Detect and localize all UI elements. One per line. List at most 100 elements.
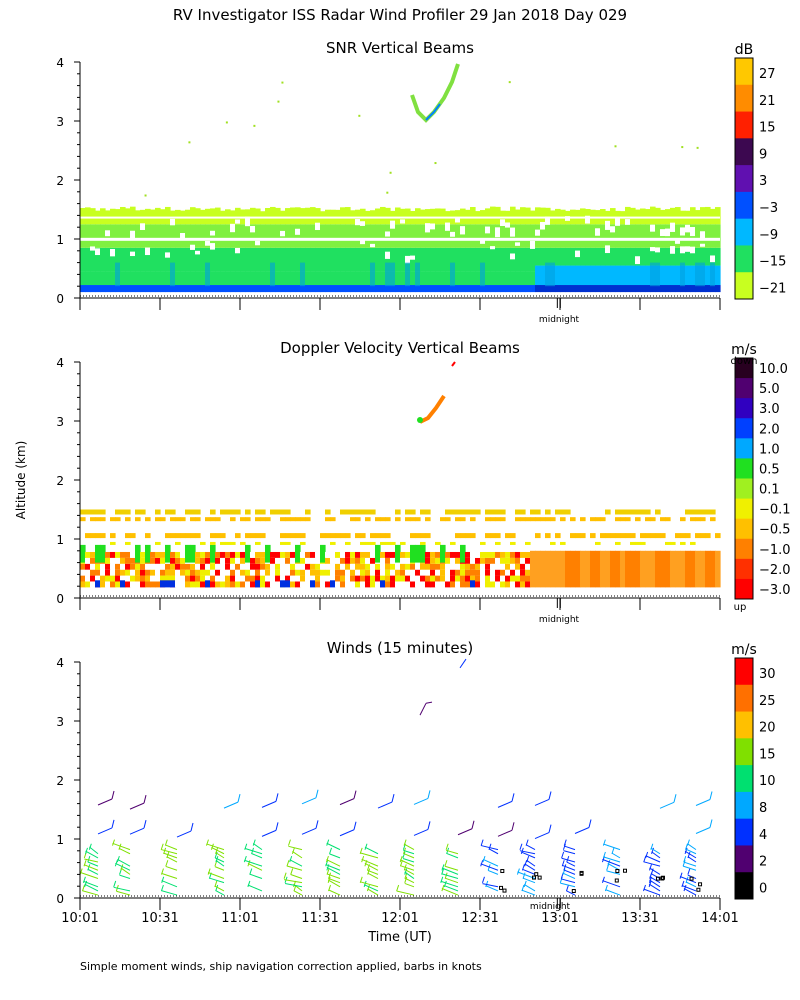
wind-barb (160, 843, 164, 850)
doppler-cell (715, 533, 721, 539)
snr-cell (210, 224, 216, 248)
snr-plume (270, 262, 276, 287)
doppler-cell (380, 557, 386, 564)
wind-barb (205, 839, 209, 846)
wind-barb (480, 839, 484, 846)
snr-gap (670, 222, 676, 232)
snr-cell (220, 224, 226, 248)
doppler-cell (415, 563, 421, 570)
doppler-cell (570, 550, 576, 588)
wind-barb (440, 876, 444, 883)
snr-cell (185, 285, 191, 293)
snr-cell (535, 265, 541, 286)
doppler-cell (515, 581, 521, 588)
snr-gap (540, 221, 546, 230)
doppler-cell (310, 551, 316, 558)
snr-cell (305, 271, 311, 286)
doppler-cell (330, 541, 336, 545)
wind-barb (602, 851, 606, 859)
wind-barb (681, 885, 697, 892)
snr-cell (675, 247, 681, 266)
snr-cell (160, 224, 166, 248)
doppler-cell (195, 551, 201, 558)
wind-barb (497, 829, 513, 837)
doppler-cell (255, 541, 261, 545)
doppler-cell (375, 517, 381, 522)
snr-cell (360, 208, 366, 225)
doppler-cell (325, 533, 331, 539)
doppler-cell (395, 581, 401, 588)
doppler-cell (490, 581, 496, 588)
snr-cell (285, 247, 291, 272)
doppler-cell (365, 575, 371, 582)
snr-cell (680, 285, 686, 293)
doppler-cell (100, 569, 106, 576)
doppler-cell (220, 569, 226, 576)
doppler-cell (645, 517, 651, 522)
doppler-cell (445, 509, 451, 515)
wind-barb (526, 855, 530, 863)
doppler-cell (145, 517, 151, 522)
wind-barb (471, 820, 475, 829)
wind-barb (215, 859, 225, 867)
doppler-cell (85, 569, 91, 576)
snr-cell (480, 224, 486, 248)
snr-cell (355, 224, 361, 248)
snr-cell (445, 285, 451, 293)
doppler-cell (400, 557, 406, 564)
doppler-cell (710, 550, 716, 588)
doppler-cell (425, 563, 431, 570)
colorbar-frame (734, 357, 754, 600)
doppler-plume (190, 544, 196, 563)
doppler-cell (170, 563, 176, 570)
doppler-cell (315, 569, 321, 576)
snr-cell (175, 224, 181, 248)
snr-cell (80, 247, 86, 272)
doppler-cell (510, 551, 516, 558)
doppler-cell (145, 581, 151, 588)
doppler-cell (255, 575, 261, 582)
snr-cell (690, 285, 696, 293)
snr-gap (490, 246, 496, 250)
doppler-cell (520, 575, 526, 582)
doppler-cell (115, 551, 121, 558)
doppler-cell (95, 563, 101, 570)
colorbar-swatch (735, 138, 753, 166)
wind-barb (601, 876, 605, 883)
snr-cell (635, 224, 641, 248)
wind-barb (261, 829, 277, 837)
snr-cell (250, 247, 256, 272)
snr-gap (250, 225, 256, 233)
snr-cell (190, 224, 196, 248)
snr-cell (85, 247, 91, 272)
snr-gap (165, 252, 171, 258)
doppler-cell (145, 563, 151, 570)
wind-barb (329, 853, 341, 859)
doppler-cell (120, 580, 126, 588)
doppler-cell (480, 575, 486, 582)
snr-cell (440, 224, 446, 248)
snr-cell (415, 224, 421, 248)
snr-cell (410, 271, 416, 286)
doppler-cell (310, 575, 316, 582)
snr-cell (645, 224, 651, 248)
doppler-cell (205, 557, 211, 564)
colorbar-swatch (735, 498, 753, 520)
wind-barb (603, 856, 621, 863)
wind-barb (244, 843, 248, 850)
doppler-cell (110, 581, 116, 588)
snr-gap (595, 228, 601, 236)
doppler-cell (290, 551, 296, 558)
doppler-cell (540, 517, 546, 522)
snr-cell (475, 247, 481, 272)
doppler-cell (285, 580, 291, 588)
doppler-cell (675, 533, 681, 539)
winds-colorbar-unit: m/s (731, 642, 757, 658)
snr-gap (545, 216, 551, 225)
colorbar-label: 25 (759, 694, 776, 709)
snr-cell (645, 285, 651, 293)
doppler-cell (350, 569, 356, 576)
snr-cell (635, 285, 641, 293)
snr-cell (460, 208, 466, 225)
doppler-cell (270, 551, 276, 558)
